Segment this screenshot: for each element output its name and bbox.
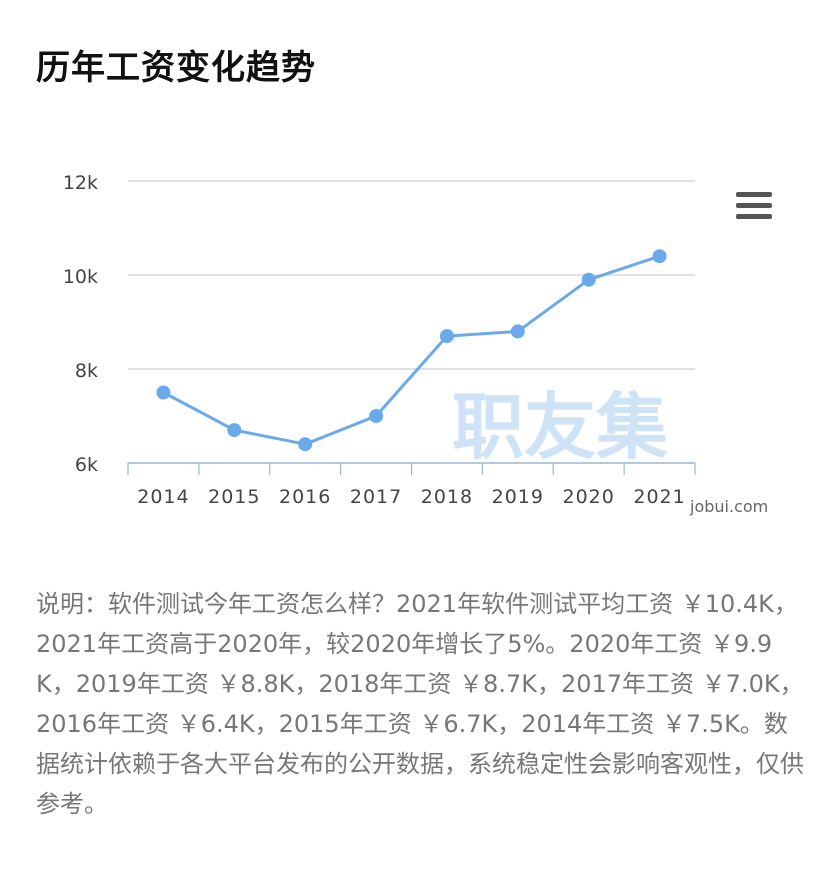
series-layer <box>156 249 667 452</box>
data-point <box>510 324 525 339</box>
data-point <box>581 272 596 287</box>
grid-layer <box>128 180 695 370</box>
watermark-main: 职友集 <box>452 385 668 469</box>
x-tick-label: 2017 <box>350 486 402 508</box>
x-tick-label: 2019 <box>492 486 544 508</box>
series-line <box>162 254 661 446</box>
page-title: 历年工资变化趋势 <box>36 48 316 88</box>
y-tick-label: 10k <box>63 266 98 288</box>
watermark-site: jobui.com <box>689 497 768 516</box>
data-point <box>439 329 454 344</box>
y-tick-label: 12k <box>63 172 98 194</box>
axis-layer: 6k 8k 10k 12k 2014 2015 2016 2017 2018 2019 2020 20… <box>63 172 696 508</box>
x-tick-label: 2016 <box>279 486 331 508</box>
data-point <box>298 437 313 452</box>
data-point <box>156 385 171 400</box>
data-point <box>227 423 242 438</box>
x-tick-label: 2020 <box>563 486 615 508</box>
x-tick-label: 2014 <box>137 486 189 508</box>
y-tick-label: 6k <box>75 454 98 476</box>
data-point <box>652 249 667 264</box>
hamburger-menu-icon[interactable] <box>736 192 772 220</box>
y-tick-label: 8k <box>75 360 98 382</box>
x-tick-label: 2021 <box>633 486 685 508</box>
x-tick-label: 2018 <box>421 486 473 508</box>
salary-trend-chart: 6k 8k 10k 12k 2014 2015 2016 2017 2018 2019 2020 20… <box>63 172 768 516</box>
data-point <box>369 409 384 423</box>
x-tick-label: 2015 <box>208 486 260 508</box>
chart-description: 说明：软件测试今年工资怎么样？2021年软件测试平均工资 ￥10.4K，2021… <box>36 590 804 818</box>
